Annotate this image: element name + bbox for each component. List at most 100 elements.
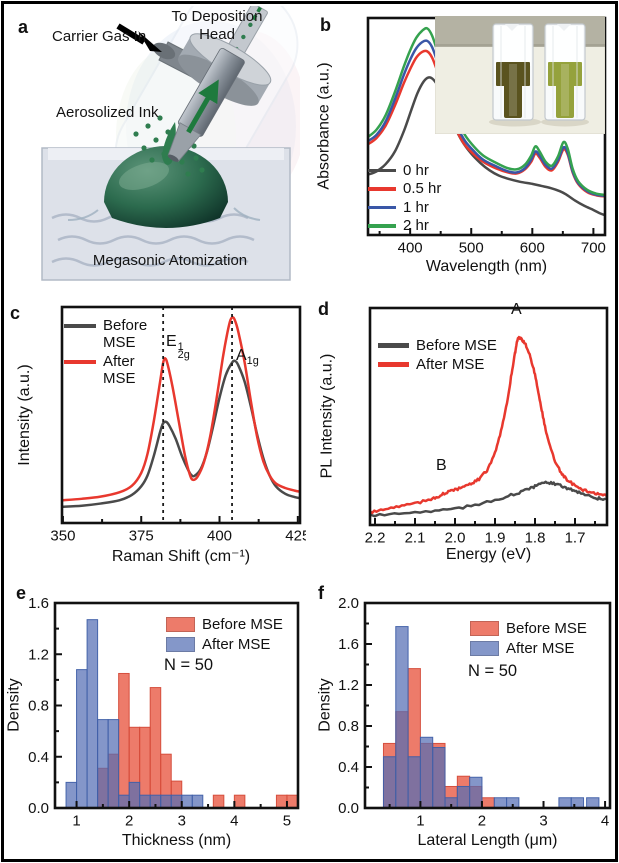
hist-bar — [160, 794, 172, 809]
raman-peak-label-a1g: A1g — [236, 347, 259, 368]
legend-line-2hr — [368, 224, 396, 228]
x-tick-label: 500 — [459, 239, 484, 256]
hist-bar — [382, 756, 397, 809]
hist-bar — [469, 776, 483, 809]
x-tick-label: 400 — [398, 239, 423, 256]
legend-swatch-after-mse — [470, 640, 499, 656]
wave-line — [51, 257, 249, 267]
legend-item: 2 hr — [368, 217, 441, 236]
x-tick-label: 5 — [283, 812, 291, 829]
legend-item: After MSE — [64, 353, 161, 387]
atomizer-nozzle — [167, 0, 275, 162]
x-tick-label: 2 — [478, 812, 486, 829]
panel-a: a — [6, 0, 306, 282]
series-group — [367, 26, 606, 217]
legend-swatch-after-mse — [166, 636, 195, 652]
hist-bar — [76, 669, 88, 809]
series-line-3 — [367, 26, 606, 197]
x-tick-label: 2.0 — [445, 529, 466, 546]
series-group — [369, 335, 608, 518]
panel-label-a: a — [18, 17, 29, 37]
series-line-1 — [61, 316, 301, 502]
hist-bar — [107, 719, 120, 809]
series-line-1 — [369, 335, 608, 515]
hist-bar — [97, 719, 109, 809]
label-carrier-gas-in: Carrier Gas In — [52, 28, 147, 45]
y-tick-label: 1.2 — [338, 677, 359, 694]
label-megasonic-atomization: Megasonic Atomization — [92, 252, 248, 269]
lateral-length-histogram: 1 2 3 4 0.0 0.4 0.8 1.2 1.6 2.0 — [338, 595, 612, 829]
legend-item: Before MSE — [64, 317, 161, 351]
hist-bar — [139, 794, 151, 809]
hist-bar — [419, 736, 434, 809]
legend-line-0hr — [368, 168, 396, 172]
x-tick-label: 1.8 — [525, 529, 546, 546]
x-tick-label: 375 — [129, 527, 154, 544]
series-line-0 — [369, 480, 608, 518]
x-axis-title-thickness: Thickness (nm) — [121, 832, 232, 849]
hist-bar — [586, 797, 600, 809]
hist-bar — [493, 797, 508, 809]
y-tick-label: 1.2 — [28, 646, 49, 663]
hist-bar — [570, 797, 585, 809]
legend-item: After MSE — [470, 638, 587, 658]
hist-bar — [128, 781, 141, 809]
hist-bar — [212, 794, 225, 809]
x-tick-label: 4 — [230, 812, 238, 829]
legend-swatch-before-mse — [166, 616, 195, 632]
legend-lateral-length: Before MSE After MSE — [470, 618, 587, 658]
x-tick-label: 2.1 — [405, 529, 426, 546]
legend-item: 0 hr — [368, 161, 441, 180]
panel-label-d: d — [318, 299, 329, 319]
x-axis-title-wavelength: Wavelength (nm) — [425, 258, 548, 275]
x-tick-label: 3 — [539, 812, 547, 829]
hist-bar — [432, 747, 446, 809]
legend-absorbance: 0 hr 0.5 hr 1 hr 2 hr — [368, 161, 441, 235]
plot-frame — [368, 306, 609, 527]
legend-line-1hr — [368, 205, 396, 209]
label-to-deposition-head: To Deposition Head — [171, 8, 263, 43]
suction-flow-arrow — [186, 79, 219, 134]
pl-peak-label-a: A — [511, 301, 522, 318]
x-tick-label: 350 — [50, 527, 75, 544]
pl-peak-label-b: B — [436, 457, 447, 474]
hist-series-0 — [97, 672, 298, 809]
hist-bar — [118, 672, 130, 809]
hist-bar — [395, 626, 409, 809]
label-aerosolized-ink: Aerosolized Ink — [56, 104, 159, 121]
sample-count-note: N = 50 — [164, 656, 214, 674]
y-tick-label: 1.6 — [338, 636, 359, 653]
axis-ticks — [374, 518, 596, 525]
legend-line-after-mse — [378, 362, 409, 367]
cuvette-green — [544, 23, 586, 121]
hist-bar — [170, 794, 183, 809]
axis-ticks — [55, 602, 288, 809]
series-line-2 — [367, 39, 606, 198]
legend-item: Before MSE — [470, 618, 587, 638]
legend-item: After MSE — [378, 355, 497, 374]
x-tick-label: 600 — [520, 239, 545, 256]
hist-bar — [407, 756, 421, 809]
x-tick-label: 4 — [601, 812, 609, 829]
hist-series-1 — [382, 626, 600, 809]
x-tick-label: 425 — [285, 527, 306, 544]
axis-ticks — [365, 602, 607, 809]
hist-bar — [481, 797, 495, 809]
x-tick-label: 1 — [416, 812, 424, 829]
legend-line-before-mse — [64, 324, 96, 328]
legend-item: Before MSE — [378, 336, 497, 355]
y-axis-title-absorbance: Absorbance (a.u.) — [315, 62, 333, 190]
y-tick-label: 0.8 — [338, 718, 359, 735]
x-tick-label: 700 — [581, 239, 606, 256]
hist-bar — [191, 794, 204, 809]
y-tick-label: 0.0 — [338, 800, 359, 817]
carrier-gas-arrow — [116, 23, 162, 52]
hist-bar — [233, 794, 246, 809]
y-tick-label: 0.8 — [28, 698, 49, 715]
hist-bar — [149, 687, 162, 809]
x-axis-title-raman-shift: Raman Shift (cm⁻¹) — [111, 548, 251, 565]
x-tick-label: 1.9 — [485, 529, 506, 546]
legend-item: After MSE — [166, 634, 283, 654]
legend-line-before-mse — [378, 343, 409, 348]
